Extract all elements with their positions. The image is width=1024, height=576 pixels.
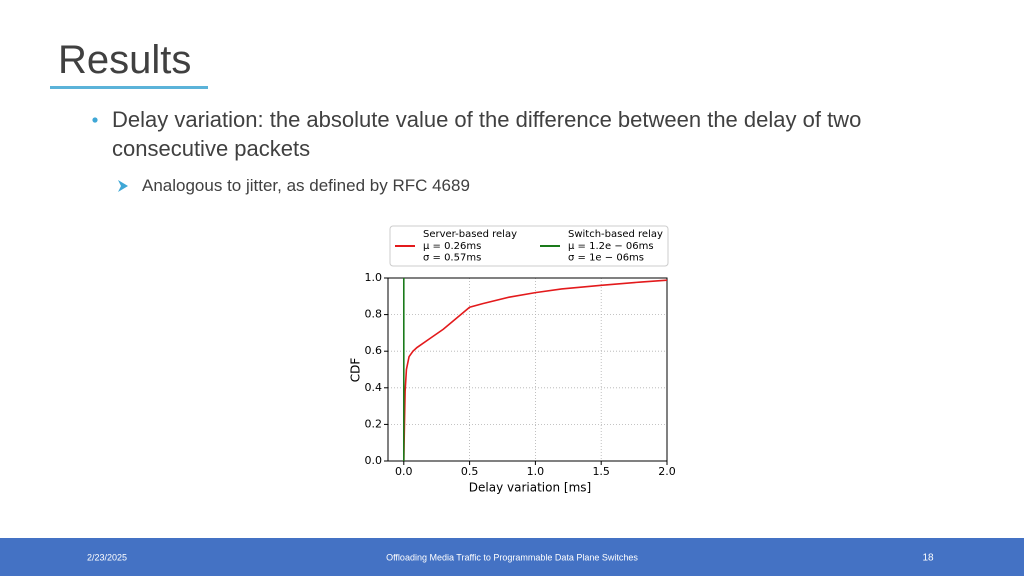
y-tick-label: 0.0 [365, 454, 383, 467]
sub-bullet-arrow [118, 180, 128, 192]
sub-bullet-text: Analogous to jitter, as defined by RFC 4… [142, 176, 470, 195]
y-tick-label: 0.8 [365, 308, 383, 321]
x-tick-label: 1.5 [592, 465, 610, 478]
footer-title: Offloading Media Traffic to Programmable… [386, 552, 638, 562]
legend-stat: σ = 1e − 06ms [568, 253, 644, 264]
y-tick-label: 0.4 [365, 381, 383, 394]
x-tick-label: 1.0 [527, 465, 545, 478]
title-underline [50, 86, 208, 89]
x-tick-label: 2.0 [658, 465, 676, 478]
line-series [402, 279, 668, 462]
x-axis-label: Delay variation [ms] [469, 481, 591, 495]
legend-stat: μ = 1.2e − 06ms [568, 241, 654, 252]
legend-label: Switch-based relay [568, 229, 663, 240]
slide-title: Results [58, 38, 192, 82]
x-tick-label: 0.5 [461, 465, 479, 478]
footer-bar [0, 538, 1024, 576]
legend-stat: σ = 0.57ms [423, 253, 481, 264]
x-tick-label: 0.0 [395, 465, 413, 478]
y-tick-label: 1.0 [365, 271, 383, 284]
plot-frame [387, 277, 668, 462]
legend-label: Server-based relay [423, 229, 517, 240]
y-tick-label: 0.2 [365, 417, 383, 430]
y-axis-label: CDF [349, 358, 363, 383]
y-tick-label: 0.6 [365, 344, 383, 357]
page-number: 18 [922, 553, 934, 564]
bullet-text: Delay variation: the absolute value of t… [112, 107, 862, 161]
legend-box [389, 225, 669, 267]
bullet-dot [92, 117, 98, 123]
footer-date: 2/23/2025 [87, 552, 127, 562]
legend-stat: μ = 0.26ms [423, 241, 481, 252]
